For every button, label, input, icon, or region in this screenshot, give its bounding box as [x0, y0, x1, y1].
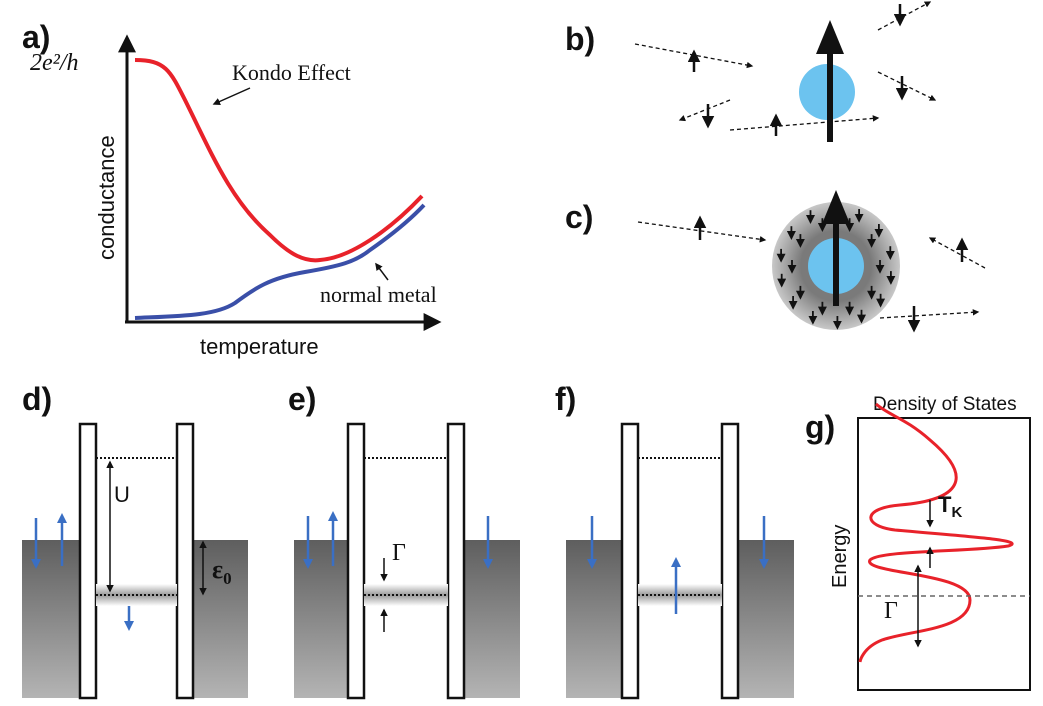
tk-label: TK [938, 492, 962, 521]
scatter-path-6 [637, 221, 767, 243]
screening-spins [776, 204, 896, 330]
panel-g-label: g) [805, 409, 835, 445]
right-barrier [446, 422, 466, 700]
panel-d-label: d) [22, 381, 52, 417]
kondo-curve [134, 58, 424, 263]
scatter-path-8 [879, 309, 980, 319]
impurity-spin-up-icon [822, 190, 850, 224]
dos-title: Density of States [873, 394, 1017, 415]
y-axis-label: conductance [94, 135, 119, 260]
panel-c-label: c) [565, 199, 593, 235]
right-barrier [720, 422, 740, 700]
panel-e-label: e) [288, 381, 316, 417]
scatter-path-2 [678, 99, 731, 122]
right-lead [738, 540, 794, 698]
panel-c: c) [565, 190, 986, 333]
left-barrier [620, 422, 640, 700]
panel-b-label: b) [565, 21, 595, 57]
dos-curve [858, 402, 1014, 663]
scatter-path-5 [877, 71, 937, 101]
impurity-spin-up-icon [816, 20, 844, 54]
left-lead [566, 540, 622, 698]
gamma-label: Γ [392, 540, 406, 566]
gamma-width-label: Γ [884, 598, 898, 624]
panel-g: g) Density of States Energy TK Γ [805, 394, 1031, 691]
panel-f: f) [555, 381, 794, 700]
left-barrier [78, 422, 98, 700]
panel-a-label: a) [22, 19, 50, 55]
panel-d: d) U ε0 [22, 381, 248, 700]
normal-metal-label: normal metal [320, 282, 437, 307]
right-lead [464, 540, 520, 698]
kondo-effect-label: Kondo Effect [232, 60, 351, 85]
epsilon-label: ε0 [212, 555, 232, 588]
y-top-label: 2e²/h [30, 50, 79, 76]
normal-pointer-arrow [375, 262, 389, 281]
panel-e: e) Γ [288, 381, 520, 700]
scatter-path-7 [928, 237, 986, 269]
left-barrier [346, 422, 366, 700]
left-lead [294, 540, 348, 698]
scatter-path-4 [877, 1, 932, 31]
panel-f-label: f) [555, 381, 576, 417]
energy-axis-label: Energy [829, 525, 851, 588]
panel-b: b) [565, 1, 937, 142]
panel-a: a) 2e²/h conductance temperature Kondo E… [22, 19, 442, 359]
left-lead [22, 540, 80, 698]
kondo-pointer-arrow [212, 87, 251, 105]
x-axis-label: temperature [200, 334, 319, 359]
normal-metal-curve [134, 203, 426, 320]
u-label: U [114, 482, 130, 507]
right-barrier [175, 422, 195, 700]
scatter-path-3 [729, 115, 880, 131]
